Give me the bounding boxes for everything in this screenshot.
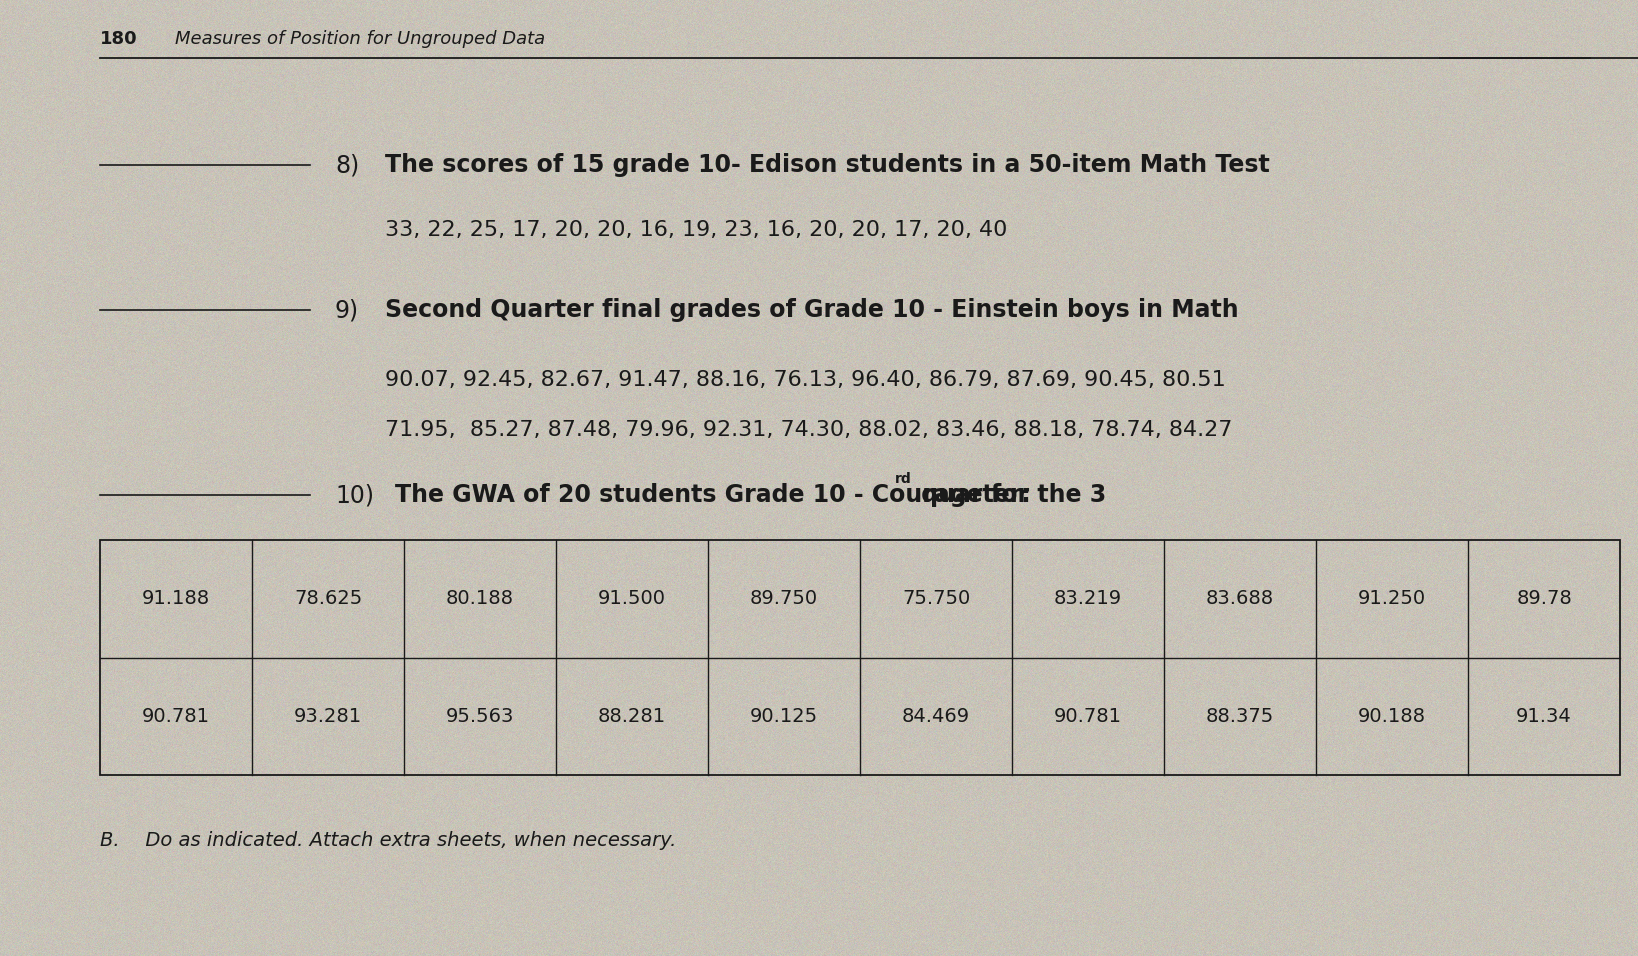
Text: 91.34: 91.34 xyxy=(1517,707,1572,726)
Text: 75.750: 75.750 xyxy=(903,590,970,609)
Text: 180: 180 xyxy=(100,30,138,48)
Text: 78.625: 78.625 xyxy=(293,590,362,609)
Text: 71.95,  85.27, 87.48, 79.96, 92.31, 74.30, 88.02, 83.46, 88.18, 78.74, 84.27: 71.95, 85.27, 87.48, 79.96, 92.31, 74.30… xyxy=(385,420,1232,440)
Text: 33, 22, 25, 17, 20, 20, 16, 19, 23, 16, 20, 20, 17, 20, 40: 33, 22, 25, 17, 20, 20, 16, 19, 23, 16, … xyxy=(385,220,1007,240)
Text: 90.125: 90.125 xyxy=(750,707,817,726)
Text: Measures of Position for Ungrouped Data: Measures of Position for Ungrouped Data xyxy=(175,30,545,48)
Text: 83.688: 83.688 xyxy=(1206,590,1274,609)
Text: 88.375: 88.375 xyxy=(1206,707,1274,726)
Bar xyxy=(100,540,1620,775)
Text: 91.500: 91.500 xyxy=(598,590,667,609)
Text: 90.781: 90.781 xyxy=(1053,707,1122,726)
Text: The scores of 15 grade 10- Edison students in a 50-item Math Test: The scores of 15 grade 10- Edison studen… xyxy=(385,153,1269,177)
Text: 80.188: 80.188 xyxy=(446,590,514,609)
Text: 90.07, 92.45, 82.67, 91.47, 88.16, 76.13, 96.40, 86.79, 87.69, 90.45, 80.51: 90.07, 92.45, 82.67, 91.47, 88.16, 76.13… xyxy=(385,370,1225,390)
Text: 89.750: 89.750 xyxy=(750,590,817,609)
Text: 93.281: 93.281 xyxy=(293,707,362,726)
Text: 90.188: 90.188 xyxy=(1358,707,1427,726)
Text: B.  Do as indicated. Attach extra sheets, when necessary.: B. Do as indicated. Attach extra sheets,… xyxy=(100,831,676,850)
Text: 9): 9) xyxy=(336,298,359,322)
Text: 90.781: 90.781 xyxy=(143,707,210,726)
Text: 91.250: 91.250 xyxy=(1358,590,1427,609)
Text: 91.188: 91.188 xyxy=(143,590,210,609)
Text: 84.469: 84.469 xyxy=(903,707,970,726)
Text: rd: rd xyxy=(894,472,912,486)
Text: 95.563: 95.563 xyxy=(446,707,514,726)
Text: 89.78: 89.78 xyxy=(1517,590,1572,609)
Text: 83.219: 83.219 xyxy=(1053,590,1122,609)
Text: The GWA of 20 students Grade 10 - Courage for the 3: The GWA of 20 students Grade 10 - Courag… xyxy=(395,483,1106,507)
Text: 10): 10) xyxy=(336,483,373,507)
Text: 88.281: 88.281 xyxy=(598,707,667,726)
Text: 8): 8) xyxy=(336,153,359,177)
Text: quarter:: quarter: xyxy=(912,483,1030,507)
Text: Second Quarter final grades of Grade 10 - Einstein boys in Math: Second Quarter final grades of Grade 10 … xyxy=(385,298,1238,322)
